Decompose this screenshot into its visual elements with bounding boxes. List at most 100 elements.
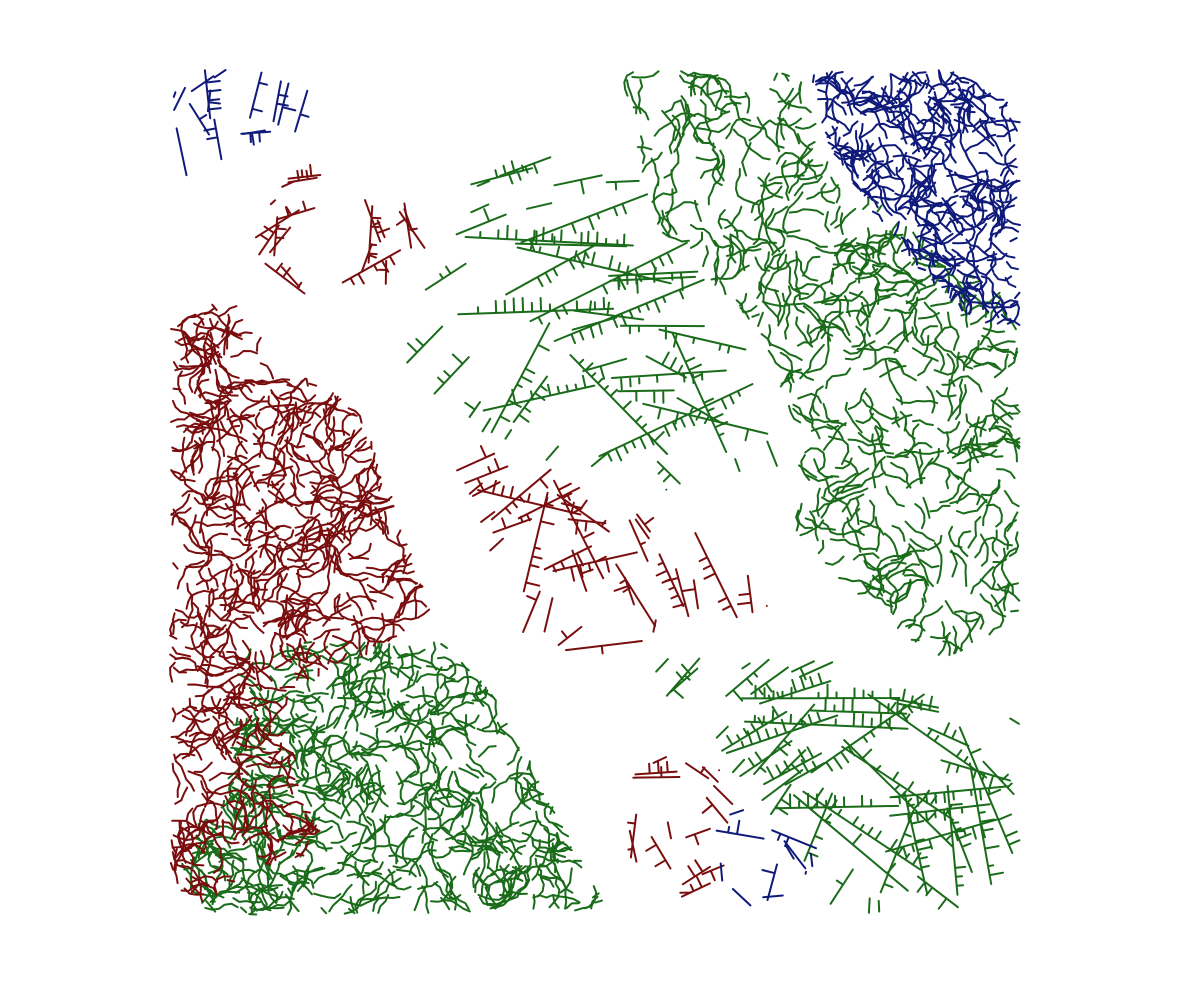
maze-squiggle (431, 752, 437, 774)
maze-squiggle (254, 378, 291, 384)
maze-squiggle (664, 99, 682, 114)
maze-squiggle (1003, 519, 1017, 550)
maze-squiggle (305, 377, 309, 387)
maze-squiggle (722, 235, 742, 278)
maze-squiggle (856, 295, 891, 326)
maze-squiggle (824, 131, 831, 140)
maze-squiggle (937, 421, 961, 434)
maze-squiggle (910, 163, 934, 190)
maze-squiggle (170, 512, 189, 528)
maze-comb (464, 224, 634, 247)
maze-squiggle (417, 880, 439, 890)
maze-squiggle (756, 251, 770, 299)
maze-squiggle (894, 450, 945, 458)
maze-squiggle (256, 336, 262, 352)
maze-squiggle (626, 79, 638, 115)
maze-squiggle (879, 365, 907, 378)
maze-comb (715, 819, 765, 840)
maze-squiggle (285, 500, 321, 507)
maze-squiggle (931, 276, 951, 294)
maze-squiggle (932, 275, 935, 285)
maze-squiggle (944, 216, 964, 229)
maze-squiggle (359, 732, 380, 745)
maze-squiggle (212, 510, 233, 520)
maze-squiggle (180, 318, 204, 361)
maze-squiggle (515, 756, 524, 805)
maze-squiggle (427, 833, 454, 859)
maze-squiggle (821, 487, 869, 503)
maze-squiggle (169, 634, 178, 640)
maze-squiggle (295, 824, 317, 845)
maze-squiggle (986, 179, 1018, 192)
maze-squiggle (383, 608, 431, 624)
maze-squiggle (519, 819, 542, 827)
maze-squiggle (711, 142, 723, 187)
maze-squiggle (197, 350, 220, 379)
maze-squiggle (319, 767, 347, 793)
maze-squiggle (294, 401, 304, 423)
maze-squiggle (890, 461, 912, 489)
maze-squiggle (380, 650, 391, 670)
maze-comb (543, 597, 554, 633)
maze-squiggle (205, 604, 249, 630)
maze-squiggle (196, 665, 228, 677)
maze-comb (264, 262, 306, 295)
maze-squiggle (992, 547, 1017, 564)
maze-squiggle (534, 854, 583, 869)
maze-comb (522, 590, 541, 633)
maze-squiggle (380, 648, 390, 696)
maze-comb (213, 69, 227, 79)
maze-squiggle (769, 88, 812, 114)
maze-comb (784, 759, 825, 786)
maze-squiggle (294, 506, 322, 543)
maze-squiggle (421, 686, 438, 709)
maze-comb (804, 870, 807, 875)
maze-squiggle (859, 519, 885, 536)
maze-squiggle (906, 79, 927, 102)
maze-squiggle (494, 865, 518, 910)
maze-squiggle (192, 801, 226, 827)
maze-squiggle (185, 588, 219, 610)
maze-squiggle (193, 440, 215, 450)
maze-squiggle (231, 718, 243, 747)
maze-squiggle (259, 650, 265, 673)
maze-squiggle (242, 831, 280, 846)
maze-squiggle (298, 470, 321, 477)
maze-comb (798, 661, 834, 678)
maze-squiggle (396, 529, 406, 564)
maze-squiggle (453, 770, 478, 795)
maze-comb (173, 86, 186, 111)
maze-squiggle (805, 304, 827, 340)
maze-squiggle (910, 638, 920, 642)
maze-squiggle (896, 618, 917, 629)
maze-squiggle (835, 237, 857, 275)
maze-squiggle (689, 231, 703, 249)
maze-comb (242, 129, 266, 146)
maze-squiggle (270, 391, 317, 403)
maze-squiggle (299, 398, 333, 425)
maze-squiggle (831, 136, 841, 150)
maze-squiggle (433, 666, 443, 715)
maze-squiggle (372, 896, 401, 912)
maze-comb (739, 740, 793, 778)
maze-squiggle (395, 771, 406, 806)
maze-comb (571, 316, 618, 339)
maze-squiggle (311, 816, 344, 839)
maze-squiggle (336, 440, 367, 481)
maze-squiggle (358, 801, 376, 824)
maze-squiggle (267, 739, 297, 761)
maze-squiggle (825, 367, 852, 390)
maze-squiggle (322, 604, 352, 627)
maze-squiggle (965, 264, 979, 292)
maze-squiggle (255, 725, 272, 741)
maze-squiggle (531, 845, 556, 881)
maze-squiggle (230, 350, 259, 358)
maze-squiggle (817, 97, 847, 116)
maze-squiggle (804, 473, 840, 482)
maze-squiggle (175, 859, 205, 867)
maze-squiggle (933, 542, 943, 584)
maze-comb (645, 351, 687, 379)
maze-squiggle (996, 196, 1018, 204)
maze-squiggle (725, 248, 762, 257)
maze-squiggle (918, 312, 940, 320)
